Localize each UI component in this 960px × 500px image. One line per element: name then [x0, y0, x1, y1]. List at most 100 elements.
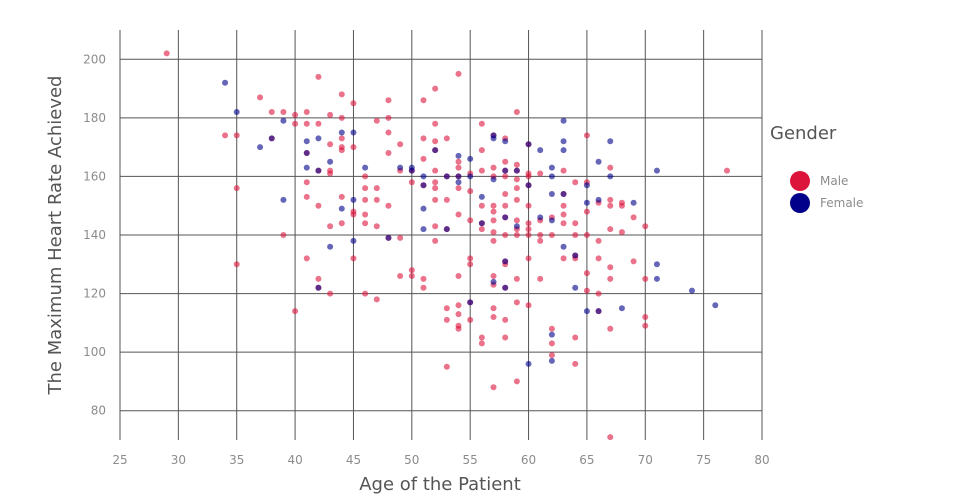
x-axis-title: Age of the Patient	[359, 474, 521, 495]
legend: Gender Male Female	[770, 123, 863, 213]
data-point-male	[432, 185, 439, 192]
data-point-male	[373, 185, 380, 192]
data-point-male	[432, 179, 439, 186]
data-point-male	[455, 302, 462, 309]
y-tick-label: 180	[83, 111, 106, 125]
data-point-male	[513, 109, 520, 115]
data-point-female	[467, 155, 474, 162]
x-tick-label: 55	[463, 453, 478, 467]
data-point-male	[350, 211, 357, 218]
data-point-female	[513, 167, 520, 174]
data-point-male	[560, 202, 567, 209]
data-point-male	[502, 173, 509, 180]
data-point-male	[338, 147, 345, 154]
data-point-female	[560, 138, 567, 145]
data-point-female	[653, 275, 660, 282]
data-point-female	[420, 205, 427, 212]
data-point-male	[618, 229, 625, 236]
data-point-male	[443, 316, 450, 323]
data-point-female	[350, 237, 357, 244]
data-point-male	[432, 120, 439, 127]
data-point-male	[338, 220, 345, 227]
data-point-male	[502, 202, 509, 209]
x-tick-label: 65	[579, 453, 594, 467]
x-tick-label: 40	[287, 453, 302, 467]
data-point-male	[478, 334, 485, 341]
data-point-male	[455, 185, 462, 192]
data-point-male	[490, 208, 497, 215]
data-point-female	[595, 308, 602, 315]
data-point-female	[385, 234, 392, 241]
data-point-male	[362, 173, 369, 180]
data-point-female	[502, 214, 509, 221]
x-tick-label: 70	[638, 453, 653, 467]
data-point-male	[257, 94, 264, 101]
data-point-male	[525, 226, 532, 233]
data-point-male	[513, 299, 520, 306]
data-point-male	[362, 211, 369, 218]
data-point-male	[420, 97, 427, 104]
data-point-female	[362, 164, 369, 171]
data-point-male	[595, 237, 602, 244]
data-point-male	[630, 258, 637, 265]
data-point-female	[233, 109, 240, 115]
x-tick-label: 25	[112, 453, 127, 467]
data-point-male	[408, 267, 415, 274]
data-point-female	[280, 117, 287, 124]
data-point-female	[455, 152, 462, 159]
data-point-male	[292, 111, 299, 118]
data-point-male	[513, 217, 520, 224]
data-point-female	[537, 214, 544, 221]
data-point-female	[420, 173, 427, 180]
data-point-male	[397, 234, 404, 241]
data-point-male	[385, 129, 392, 136]
legend-title: Gender	[770, 123, 837, 144]
data-point-male	[315, 73, 322, 80]
data-point-male	[642, 223, 649, 230]
data-point-male	[607, 164, 614, 171]
data-point-male	[560, 255, 567, 262]
data-point-male	[478, 226, 485, 233]
data-point-male	[560, 220, 567, 227]
data-point-male	[362, 290, 369, 297]
data-point-female	[443, 173, 450, 180]
x-tick-label: 45	[346, 453, 361, 467]
data-point-female	[315, 284, 322, 291]
y-tick-label: 100	[83, 345, 106, 359]
data-point-male	[443, 305, 450, 312]
data-point-male	[642, 314, 649, 320]
data-point-male	[443, 135, 450, 142]
data-point-male	[548, 352, 555, 359]
data-point-male	[537, 170, 544, 177]
data-point-female	[315, 167, 322, 174]
data-point-female	[257, 144, 264, 151]
data-point-female	[583, 199, 590, 206]
data-point-female	[467, 173, 474, 180]
data-point-male	[490, 237, 497, 244]
data-point-male	[397, 273, 404, 279]
y-tick-label: 160	[83, 169, 106, 183]
x-tick-label: 60	[521, 453, 536, 467]
data-point-female	[327, 158, 334, 165]
data-point-male	[268, 109, 275, 115]
data-point-male	[315, 275, 322, 282]
data-point-male	[432, 223, 439, 230]
data-point-male	[583, 132, 590, 139]
data-point-male	[490, 314, 497, 320]
data-point-male	[303, 120, 310, 127]
data-point-male	[362, 185, 369, 192]
data-point-male	[642, 322, 649, 329]
data-point-male	[303, 193, 310, 200]
data-point-male	[315, 120, 322, 127]
data-point-male	[338, 114, 345, 121]
data-point-male	[432, 138, 439, 145]
data-point-male	[303, 109, 310, 115]
data-point-male	[385, 97, 392, 104]
data-point-male	[350, 255, 357, 262]
data-point-female	[572, 284, 579, 291]
data-point-male	[455, 70, 462, 77]
data-point-male	[502, 191, 509, 197]
data-point-male	[373, 223, 380, 230]
data-point-male	[455, 273, 462, 279]
data-point-female	[303, 138, 310, 145]
